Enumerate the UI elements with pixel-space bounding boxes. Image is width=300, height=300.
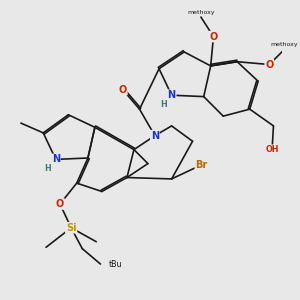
Text: tBu: tBu bbox=[109, 260, 123, 268]
Text: O: O bbox=[56, 199, 64, 209]
Text: O: O bbox=[119, 85, 127, 94]
Text: methoxy: methoxy bbox=[271, 42, 298, 46]
Text: O: O bbox=[265, 59, 273, 70]
Text: H: H bbox=[160, 100, 167, 109]
Text: H: H bbox=[45, 164, 51, 173]
Text: Si: Si bbox=[66, 223, 76, 233]
Text: N: N bbox=[52, 154, 60, 164]
Text: N: N bbox=[168, 90, 176, 100]
Text: methoxy: methoxy bbox=[187, 10, 215, 14]
Text: N: N bbox=[151, 131, 159, 141]
Text: O: O bbox=[209, 32, 217, 42]
Text: OH: OH bbox=[265, 145, 279, 154]
Text: Br: Br bbox=[195, 160, 208, 170]
